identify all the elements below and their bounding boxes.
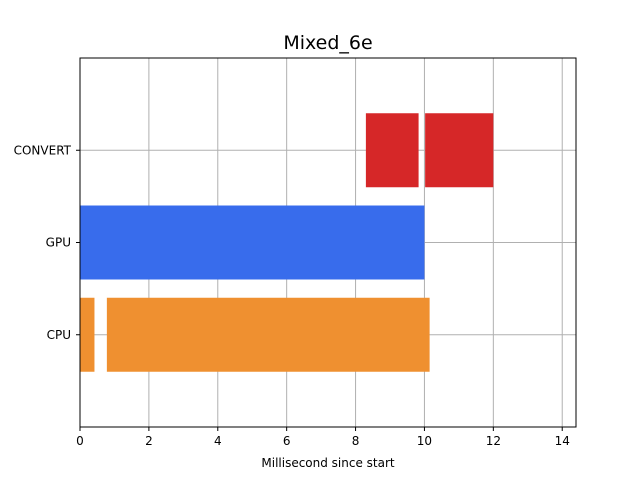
x-tick-label: 12 <box>486 434 501 448</box>
x-tick-label: 8 <box>352 434 360 448</box>
bar-gpu <box>80 205 425 280</box>
x-tick-label: 0 <box>76 434 84 448</box>
x-axis-ticks: 0 2 4 6 8 10 12 14 <box>76 427 570 448</box>
x-tick-label: 14 <box>555 434 570 448</box>
bar-convert <box>425 113 494 188</box>
bar-cpu <box>80 297 95 372</box>
x-tick-label: 10 <box>417 434 432 448</box>
bars <box>80 113 494 372</box>
x-tick-label: 2 <box>145 434 153 448</box>
bar-convert <box>365 113 419 188</box>
y-tick-label-convert: CONVERT <box>14 143 72 157</box>
x-tick-label: 4 <box>214 434 222 448</box>
y-tick-label-gpu: GPU <box>46 236 71 250</box>
x-axis-label: Millisecond since start <box>261 456 395 470</box>
y-tick-label-cpu: CPU <box>47 328 71 342</box>
bar-cpu <box>106 297 430 372</box>
y-axis-ticks: CPU GPU CONVERT <box>14 143 80 342</box>
chart-title: Mixed_6e <box>283 32 372 54</box>
x-tick-label: 6 <box>283 434 291 448</box>
